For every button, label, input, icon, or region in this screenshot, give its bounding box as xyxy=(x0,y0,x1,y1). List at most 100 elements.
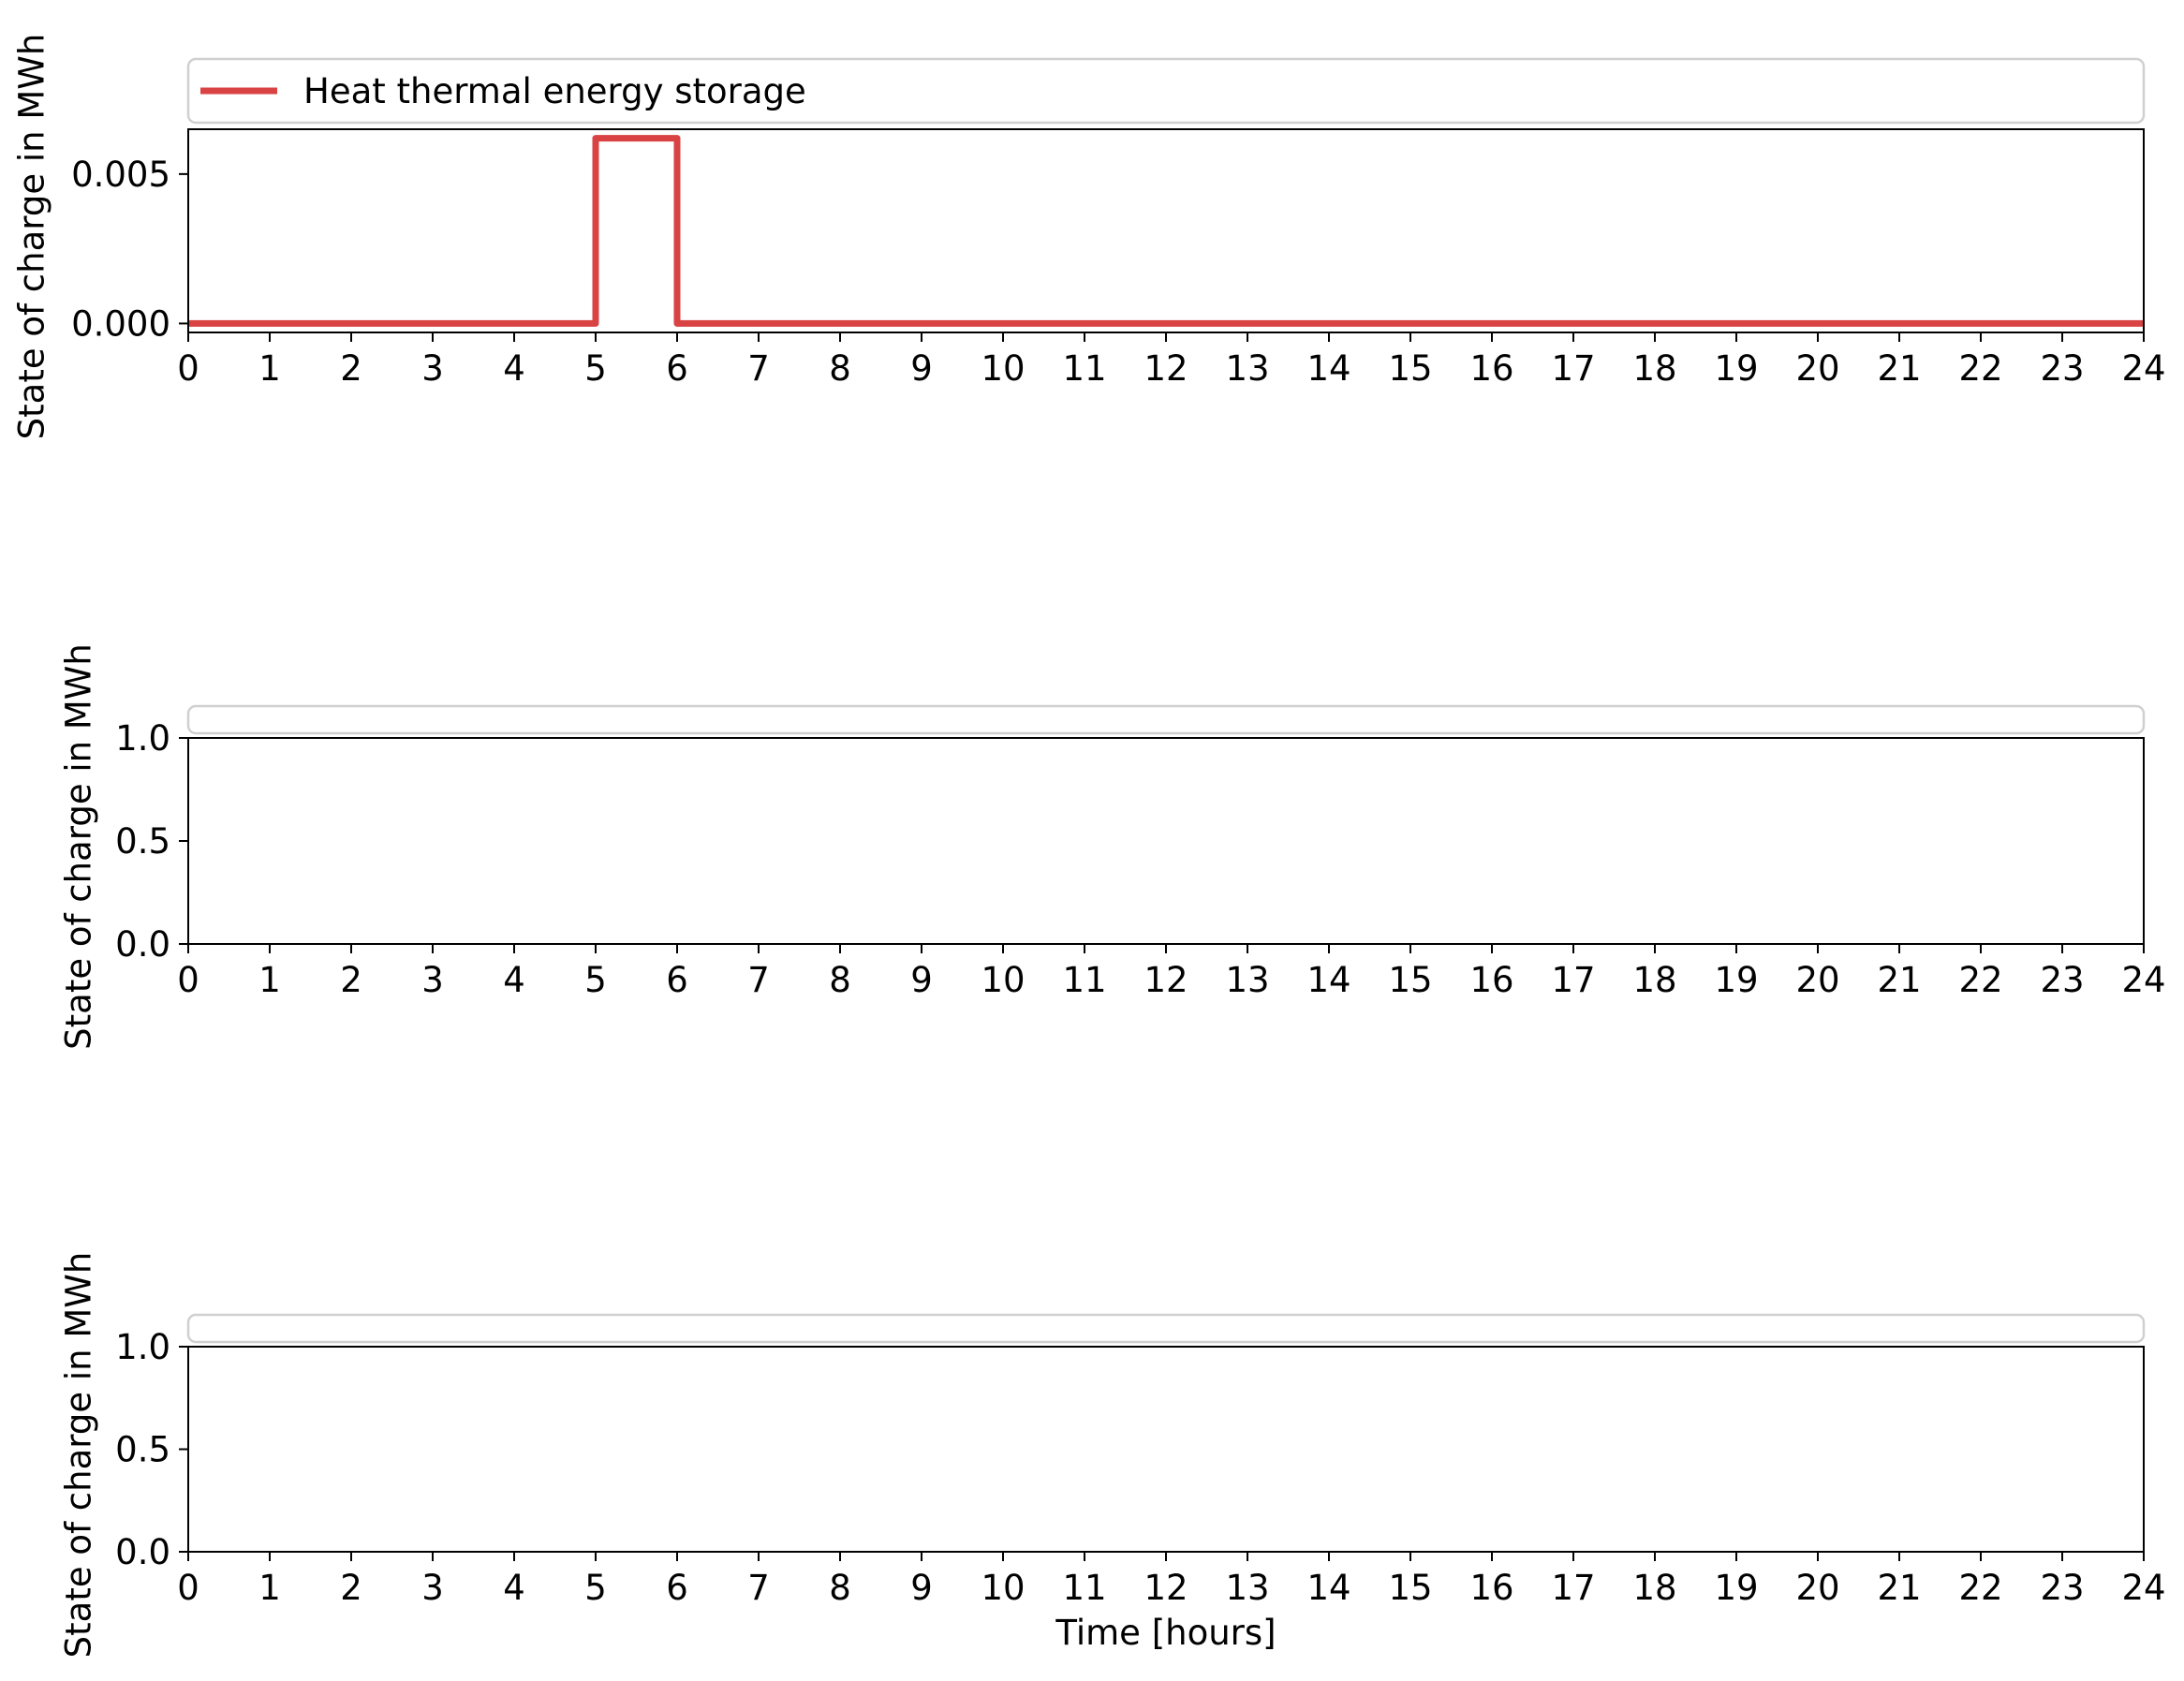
x-tick-label: 5 xyxy=(584,348,607,389)
x-tick-label: 7 xyxy=(747,348,770,389)
legend-box xyxy=(186,57,2146,125)
x-tick-label: 11 xyxy=(1062,960,1106,1000)
x-tick-label: 9 xyxy=(910,348,933,389)
x-tick-label: 6 xyxy=(666,348,688,389)
x-tick-label: 13 xyxy=(1225,1568,1269,1608)
x-tick-label: 10 xyxy=(981,960,1025,1000)
x-tick-label: 17 xyxy=(1551,348,1595,389)
x-tick-label: 24 xyxy=(2121,1568,2165,1608)
x-tick-label: 4 xyxy=(503,960,525,1000)
x-tick-label: 12 xyxy=(1144,348,1188,389)
x-tick-label: 10 xyxy=(981,1568,1025,1608)
x-tick-label: 16 xyxy=(1469,1568,1513,1608)
x-tick-label: 21 xyxy=(1877,960,1921,1000)
x-tick-label: 22 xyxy=(1958,1568,2002,1608)
x-tick-label: 14 xyxy=(1306,348,1350,389)
x-tick-label: 18 xyxy=(1632,1568,1676,1608)
x-tick-label: 24 xyxy=(2121,960,2165,1000)
y-tick-label: 0.0 xyxy=(115,924,170,965)
x-tick-label: 23 xyxy=(2040,1568,2084,1608)
x-tick-label: 14 xyxy=(1306,960,1350,1000)
x-tick-label: 17 xyxy=(1551,960,1595,1000)
legend-label: Heat thermal energy storage xyxy=(303,71,806,111)
x-tick-label: 18 xyxy=(1632,960,1676,1000)
x-tick-label: 13 xyxy=(1225,960,1269,1000)
x-tick-label: 5 xyxy=(584,1568,607,1608)
x-tick-label: 0 xyxy=(177,348,199,389)
y-axis-label: State of charge in MWh xyxy=(59,1252,99,1659)
x-tick-label: 22 xyxy=(1958,960,2002,1000)
x-tick-label: 9 xyxy=(910,960,933,1000)
plot-frame xyxy=(187,737,2145,945)
x-tick-label: 1 xyxy=(258,1568,281,1608)
x-tick-label: 12 xyxy=(1144,960,1188,1000)
y-tick-label: 1.0 xyxy=(115,718,170,759)
x-tick-label: 15 xyxy=(1388,960,1432,1000)
legend-2 xyxy=(186,704,2146,735)
x-tick-label: 4 xyxy=(503,1568,525,1608)
x-tick-label: 21 xyxy=(1877,348,1921,389)
x-tick-label: 3 xyxy=(421,960,444,1000)
panel-2: 0 1 2 3 4 5 6 7 8 9 10 11 12 13 14 15 16 17 18 19 20 21 22 23 24… xyxy=(59,643,2166,1050)
x-tick-label: 2 xyxy=(340,960,362,1000)
x-tick-label: 6 xyxy=(666,1568,688,1608)
x-tick-label: 10 xyxy=(981,348,1025,389)
x-tick-label: 8 xyxy=(829,348,851,389)
y-tick-label: 0.0 xyxy=(115,1532,170,1572)
y-tick-label: 0.5 xyxy=(115,821,170,862)
x-tick-label: 12 xyxy=(1144,1568,1188,1608)
x-tick-label: 21 xyxy=(1877,1568,1921,1608)
series-line xyxy=(188,135,2144,327)
x-tick-label: 24 xyxy=(2121,348,2165,389)
x-tick-label: 23 xyxy=(2040,960,2084,1000)
y-tick-label: 0.000 xyxy=(71,303,170,344)
x-tick-label: 2 xyxy=(340,1568,362,1608)
y-tick-label: 0.005 xyxy=(71,155,170,195)
x-tick-label: 11 xyxy=(1062,348,1106,389)
x-tick-label: 19 xyxy=(1714,960,1758,1000)
panel-3: 0 1 2 3 4 5 6 7 8 9 10 11 12 13 14 15 16 17 18 19 20 21 22 23 24… xyxy=(59,1252,2166,1659)
x-tick-label: 4 xyxy=(503,348,525,389)
x-tick-label: 20 xyxy=(1795,348,1839,389)
x-tick-label: 13 xyxy=(1225,348,1269,389)
x-tick-label: 15 xyxy=(1388,1568,1432,1608)
x-tick-label: 15 xyxy=(1388,348,1432,389)
plot-frame xyxy=(187,128,2145,333)
x-tick-label: 8 xyxy=(829,1568,851,1608)
x-tick-label: 0 xyxy=(177,960,199,1000)
x-tick-label: 2 xyxy=(340,348,362,389)
x-axis-label: Time [hours] xyxy=(1055,1613,1276,1653)
y-tick-label: 1.0 xyxy=(115,1327,170,1367)
x-tick-label: 7 xyxy=(747,1568,770,1608)
x-tick-label: 1 xyxy=(258,960,281,1000)
legend-3 xyxy=(186,1313,2146,1344)
x-tick-label: 19 xyxy=(1714,348,1758,389)
x-tick-label: 6 xyxy=(666,960,688,1000)
y-tick-label: 0.5 xyxy=(115,1430,170,1470)
x-tick-label: 22 xyxy=(1958,348,2002,389)
x-tick-label: 18 xyxy=(1632,348,1676,389)
x-tick-label: 5 xyxy=(584,960,607,1000)
x-tick-label: 19 xyxy=(1714,1568,1758,1608)
x-tick-label: 8 xyxy=(829,960,851,1000)
x-tick-label: 3 xyxy=(421,348,444,389)
plot-frame xyxy=(187,1346,2145,1553)
legend-box xyxy=(186,1313,2146,1344)
x-tick-label: 16 xyxy=(1469,960,1513,1000)
legend-box xyxy=(186,704,2146,735)
x-tick-label: 3 xyxy=(421,1568,444,1608)
x-tick-label: 7 xyxy=(747,960,770,1000)
x-tick-label: 17 xyxy=(1551,1568,1595,1608)
x-tick-label: 14 xyxy=(1306,1568,1350,1608)
y-axis-label: State of charge in MWh xyxy=(59,643,99,1050)
x-tick-label: 9 xyxy=(910,1568,933,1608)
y-axis-label: State of charge in MWh xyxy=(12,34,52,440)
x-tick-label: 11 xyxy=(1062,1568,1106,1608)
x-tick-label: 0 xyxy=(177,1568,199,1608)
x-tick-label: 16 xyxy=(1469,348,1513,389)
x-tick-label: 1 xyxy=(258,348,281,389)
x-tick-label: 23 xyxy=(2040,348,2084,389)
x-tick-label: 20 xyxy=(1795,1568,1839,1608)
